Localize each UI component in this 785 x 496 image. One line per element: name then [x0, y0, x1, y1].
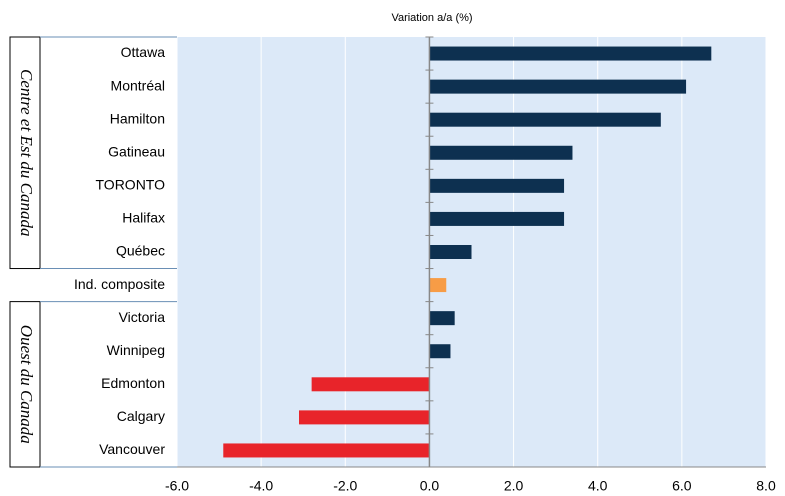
bar: [429, 112, 661, 127]
y-tick-label: Calgary: [117, 408, 165, 424]
bar: [299, 410, 430, 425]
group-label: Ouest du Canada: [17, 325, 36, 444]
y-tick-label: TORONTO: [96, 177, 166, 193]
y-tick-label: Ottawa: [121, 44, 166, 60]
chart-subtitle: Variation a/a (%): [391, 12, 472, 24]
y-tick-label: Gatineau: [108, 143, 165, 159]
bar: [223, 443, 430, 458]
y-tick-label: Winnipeg: [107, 342, 165, 358]
y-tick-label: Vancouver: [99, 441, 165, 457]
bar: [311, 377, 430, 392]
y-tick-label: Montréal: [111, 77, 165, 93]
x-tick-label: 8.0: [756, 478, 776, 494]
x-tick-label: -6.0: [165, 478, 189, 494]
y-tick-label: Québec: [116, 243, 165, 259]
group-box: [9, 301, 41, 468]
bar: [429, 278, 447, 293]
x-tick-label: 0.0: [420, 478, 440, 494]
bar: [429, 46, 712, 61]
bar: [429, 245, 472, 259]
bar: [429, 145, 573, 160]
bar: [429, 344, 451, 359]
bar: [429, 211, 565, 226]
group-label: Centre et Est du Canada: [17, 69, 36, 236]
y-tick-label: Ind. composite: [74, 276, 165, 292]
y-tick-label: Victoria: [119, 309, 166, 325]
x-tick-label: 2.0: [504, 478, 524, 494]
bar: [429, 178, 565, 193]
x-tick-label: -2.0: [333, 478, 357, 494]
y-tick-label: Hamilton: [110, 110, 165, 126]
x-tick-label: 6.0: [672, 478, 692, 494]
x-tick-label: -4.0: [249, 478, 273, 494]
y-tick-label: Edmonton: [101, 375, 165, 391]
x-tick-label: 4.0: [588, 478, 608, 494]
bar: [429, 79, 687, 94]
y-tick-label: Halifax: [122, 210, 165, 226]
bar: [429, 311, 455, 326]
group-box: [9, 36, 41, 270]
